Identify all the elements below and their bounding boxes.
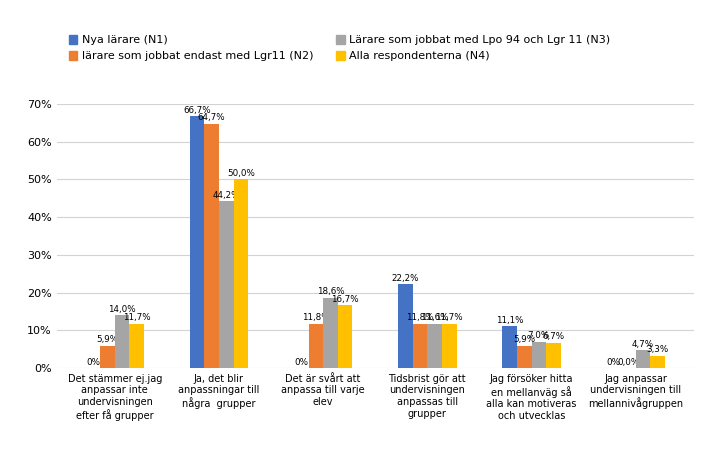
Bar <box>428 324 442 368</box>
Text: 22,2%: 22,2% <box>392 274 419 283</box>
Bar <box>234 179 248 368</box>
Bar <box>101 346 115 368</box>
Text: 0%: 0% <box>607 358 621 367</box>
Text: 11,8%: 11,8% <box>406 313 434 322</box>
Bar <box>517 346 532 368</box>
Text: 16,7%: 16,7% <box>331 295 359 303</box>
Text: 11,7%: 11,7% <box>435 313 463 322</box>
Text: 66,7%: 66,7% <box>183 106 211 115</box>
Text: 0%: 0% <box>86 358 100 367</box>
Bar <box>650 356 665 368</box>
Bar <box>309 324 323 368</box>
Bar <box>115 315 130 368</box>
Bar <box>398 284 413 368</box>
Bar <box>205 124 219 368</box>
Text: 3,3%: 3,3% <box>646 345 669 354</box>
Bar <box>130 324 144 368</box>
Bar <box>503 326 517 368</box>
Text: 4,7%: 4,7% <box>632 340 654 349</box>
Legend: Nya lärare (N1), lärare som jobbat endast med Lgr11 (N2), Lärare som jobbat med : Nya lärare (N1), lärare som jobbat endas… <box>69 35 610 61</box>
Text: 44,2%: 44,2% <box>212 191 240 200</box>
Bar <box>442 324 457 368</box>
Text: 11,6%: 11,6% <box>421 313 448 322</box>
Text: 11,7%: 11,7% <box>123 313 151 322</box>
Bar <box>190 116 205 368</box>
Text: 11,8%: 11,8% <box>302 313 330 322</box>
Text: 14,0%: 14,0% <box>108 305 136 314</box>
Bar <box>532 342 546 368</box>
Text: 64,7%: 64,7% <box>198 113 225 122</box>
Text: 0%: 0% <box>295 358 308 367</box>
Text: 5,9%: 5,9% <box>513 336 535 345</box>
Bar <box>546 343 561 368</box>
Bar <box>413 324 428 368</box>
Bar <box>338 305 353 368</box>
Text: 50,0%: 50,0% <box>227 169 255 178</box>
Bar <box>636 350 650 368</box>
Text: 11,1%: 11,1% <box>496 316 523 325</box>
Text: 7,0%: 7,0% <box>527 331 550 340</box>
Text: 18,6%: 18,6% <box>316 287 344 296</box>
Text: 5,9%: 5,9% <box>96 336 118 345</box>
Bar <box>323 298 338 368</box>
Text: 0,0%: 0,0% <box>617 358 639 367</box>
Bar <box>219 201 234 368</box>
Text: 6,7%: 6,7% <box>542 332 564 341</box>
